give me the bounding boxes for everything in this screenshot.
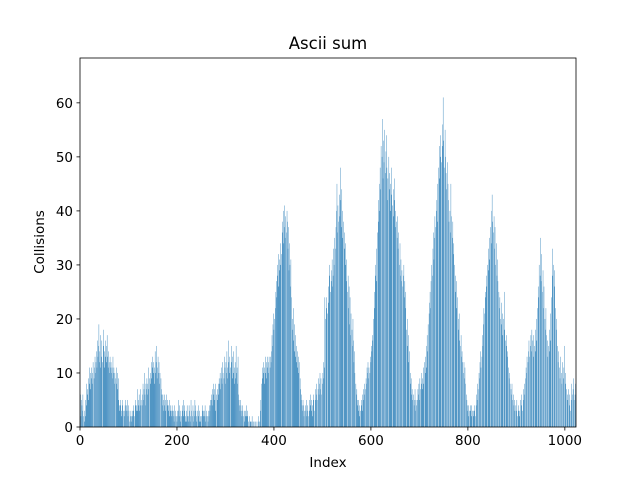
- x-tick-label: 600: [358, 433, 384, 449]
- x-axis-label: Index: [309, 455, 346, 471]
- x-tick-label: 400: [261, 433, 287, 449]
- axes-frame: [79, 57, 577, 428]
- y-tick-label: 60: [56, 96, 73, 112]
- y-tick-label: 10: [56, 366, 73, 382]
- chart-title: Ascii sum: [289, 34, 368, 53]
- x-tick-label: 0: [76, 433, 85, 449]
- y-tick-label: 50: [56, 150, 73, 166]
- y-tick-label: 30: [56, 258, 73, 274]
- y-tick-label: 20: [56, 312, 73, 328]
- x-tick-label: 200: [164, 433, 190, 449]
- y-axis-label: Collisions: [32, 210, 48, 274]
- bars: [80, 97, 576, 427]
- y-tick-label: 40: [56, 204, 73, 220]
- x-tick-label: 800: [455, 433, 481, 449]
- x-tick-label: 1000: [548, 433, 582, 449]
- y-tick-label: 0: [64, 420, 73, 436]
